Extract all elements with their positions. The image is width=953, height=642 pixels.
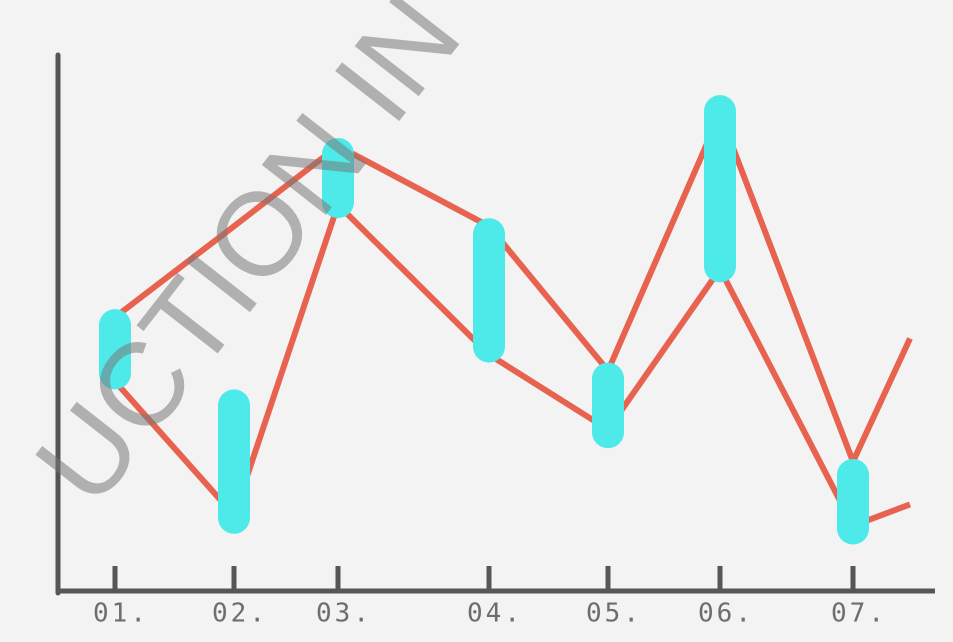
x-tick-label: 05. bbox=[586, 599, 642, 629]
range-bar bbox=[322, 137, 354, 219]
range-bar bbox=[473, 218, 505, 363]
range-bar bbox=[592, 362, 624, 449]
x-tick-label: 06. bbox=[698, 599, 754, 629]
x-tick-label: 01. bbox=[93, 599, 149, 629]
x-tick-label: 04. bbox=[467, 599, 523, 629]
range-bar bbox=[218, 389, 250, 534]
line-series bbox=[112, 201, 912, 529]
x-tick-label: 07. bbox=[831, 599, 887, 629]
range-bar bbox=[837, 458, 869, 545]
plot-area: 01. 02. 03. 04. 05. 06. 07. bbox=[55, 52, 935, 629]
x-tick-label: 03. bbox=[316, 599, 372, 629]
range-bar bbox=[704, 95, 736, 283]
range-bar bbox=[99, 309, 131, 390]
line-series bbox=[113, 110, 913, 465]
x-tick-label: 02. bbox=[212, 599, 268, 629]
